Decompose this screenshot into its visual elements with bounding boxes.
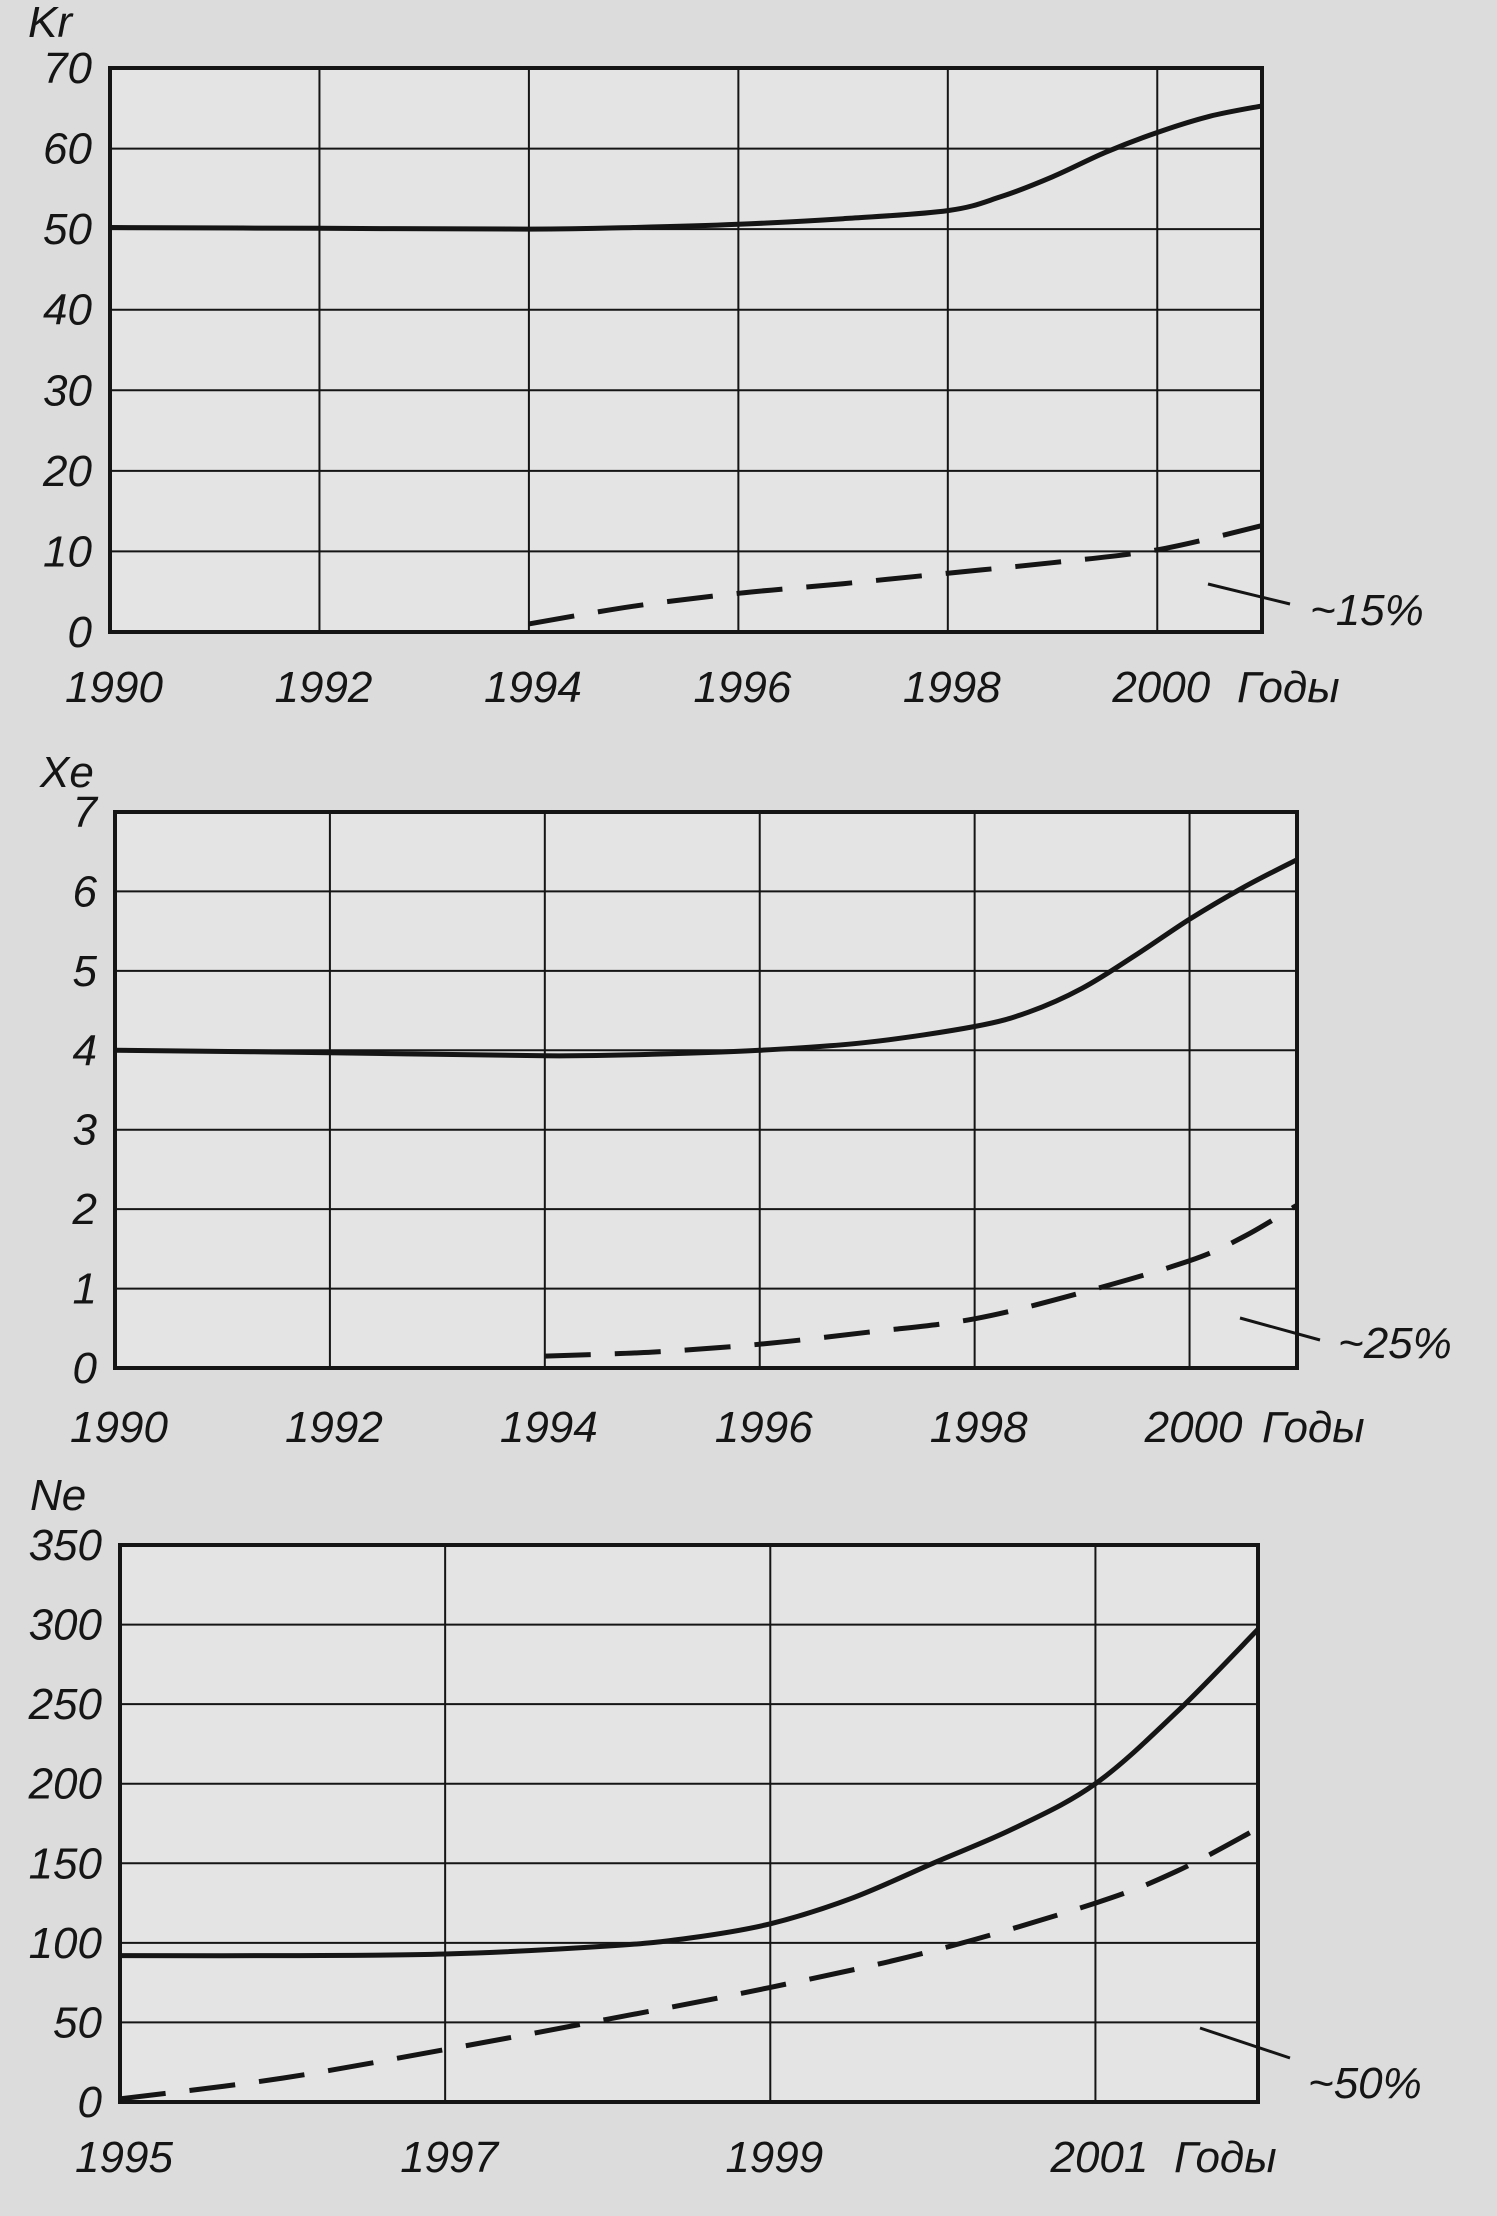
y-axis-title: Ne	[30, 1471, 86, 1520]
x-tick-label: 1994	[484, 663, 582, 712]
y-tick-label: 0	[68, 608, 93, 657]
y-tick-label: 200	[28, 1760, 103, 1809]
x-tick-label: 1995	[75, 2133, 173, 2182]
annotation-label: ~25%	[1338, 1319, 1452, 1368]
x-tick-label: 1996	[715, 1403, 813, 1452]
series-line-solid	[114, 857, 1299, 1059]
plot-area	[110, 68, 1262, 632]
annotation-label: ~15%	[1310, 586, 1424, 635]
y-tick-label: 70	[43, 44, 92, 93]
series-line-solid	[119, 1627, 1260, 1959]
y-tick-label: 0	[78, 2078, 103, 2127]
y-tick-label: 100	[29, 1919, 103, 1968]
y-tick-label: 1	[73, 1265, 97, 1314]
x-tick-label: 1990	[70, 1403, 168, 1452]
y-tick-label: 60	[43, 125, 92, 174]
x-tick-label: 2001	[1049, 2133, 1148, 2182]
y-axis-title: Xe	[39, 748, 94, 797]
x-tick-label: 1994	[500, 1403, 598, 1452]
y-tick-label: 3	[73, 1106, 98, 1155]
y-tick-label: 2	[72, 1185, 97, 1234]
x-tick-label: 1997	[400, 2133, 499, 2182]
x-tick-label: 2000	[1111, 663, 1210, 712]
y-tick-label: 7	[73, 788, 99, 837]
y-tick-label: 300	[29, 1601, 103, 1650]
y-tick-label: 30	[43, 366, 92, 415]
y-tick-label: 40	[43, 286, 92, 335]
x-tick-label: 1998	[903, 663, 1001, 712]
series-line-dashed	[119, 1826, 1260, 2102]
x-tick-label: 1992	[285, 1403, 383, 1452]
plot-frame	[113, 810, 1299, 1370]
plot-frame	[108, 66, 1264, 634]
y-tick-label: 5	[73, 947, 98, 996]
y-tick-label: 50	[43, 205, 92, 254]
y-axis-title: Kr	[28, 0, 74, 47]
plot-frame	[118, 1543, 1260, 2104]
annotation-leader	[1239, 1316, 1321, 1342]
chart-ne: 0 50 100 150 200 250 300 350 1995 1997 1999 2001 Ne Г…	[28, 1471, 1422, 2182]
y-tick-label: 50	[53, 1998, 102, 2047]
y-tick-label: 150	[29, 1839, 103, 1888]
plot-area	[115, 812, 1297, 1368]
chart-kr: 0 10 20 30 40 50 60 70 1990 1992 1994 1996 1998 2000 K…	[28, 0, 1424, 712]
x-tick-label: 1992	[275, 663, 373, 712]
y-tick-label: 10	[43, 527, 92, 576]
annotation-leader	[1199, 2026, 1291, 2060]
series-line-dashed	[528, 523, 1263, 627]
y-tick-label: 0	[73, 1344, 98, 1393]
x-tick-label: 1998	[930, 1403, 1028, 1452]
annotation-label: ~50%	[1308, 2059, 1422, 2108]
x-tick-label: 1999	[725, 2133, 823, 2182]
y-tick-label: 6	[73, 867, 98, 916]
y-tick-label: 350	[29, 1521, 103, 1570]
y-tick-label: 4	[73, 1026, 97, 1075]
y-tick-label: 250	[28, 1680, 103, 1729]
y-tick-label: 20	[42, 447, 92, 496]
x-axis-title: Годы	[1237, 663, 1340, 712]
x-axis-title: Годы	[1262, 1403, 1365, 1452]
annotation-leader	[1207, 582, 1291, 606]
x-tick-label: 1990	[65, 663, 163, 712]
x-tick-label: 2000	[1144, 1403, 1243, 1452]
chart-xe: 0 1 2 3 4 5 6 7 1990 1992 1994 1996 1998 2000 Xe Годы ~2…	[39, 748, 1452, 1452]
x-tick-label: 1996	[693, 663, 791, 712]
series-line-solid	[109, 103, 1263, 232]
plot-area	[120, 1545, 1258, 2102]
x-axis-title: Годы	[1174, 2133, 1277, 2182]
